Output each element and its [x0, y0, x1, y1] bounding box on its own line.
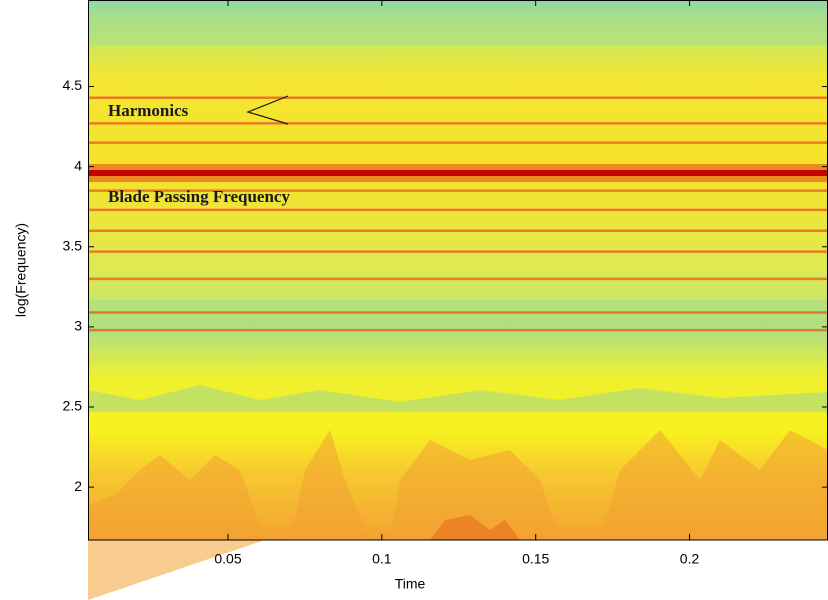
y-tick-label: 3 [74, 318, 82, 334]
y-tick-label: 4.5 [63, 77, 83, 93]
y-tick-label: 4 [74, 157, 82, 173]
y-axis-label: log(Frequency) [13, 223, 29, 317]
y-tick-label: 2 [74, 478, 82, 494]
annotation: Blade Passing Frequency [108, 187, 290, 206]
y-tick-label: 3.5 [63, 237, 83, 253]
x-tick-label: 0.15 [522, 551, 549, 567]
y-tick-label: 2.5 [63, 398, 83, 414]
x-axis-label: Time [395, 576, 426, 592]
x-tick-label: 0.05 [214, 551, 241, 567]
plot-area: Harmonics Blade Passing Frequency [88, 0, 828, 600]
spectrogram-field [88, 0, 828, 540]
texture [88, 20, 828, 600]
annotation: Harmonics [108, 101, 189, 120]
annotation-arrow [246, 95, 289, 125]
x-tick-label: 0.1 [372, 551, 392, 567]
x-tick-label: 0.2 [680, 551, 700, 567]
